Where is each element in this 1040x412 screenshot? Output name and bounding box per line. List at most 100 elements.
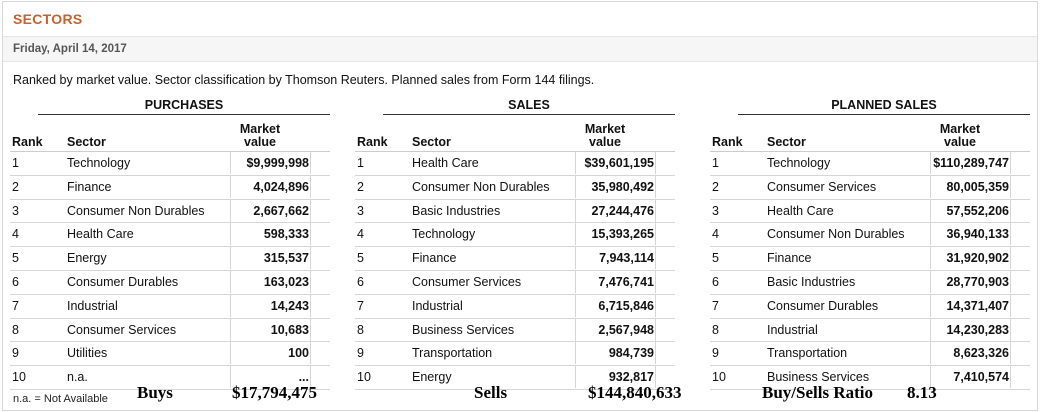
table-row: 8 Consumer Services 10,683: [10, 318, 330, 343]
row-spacer: [1010, 270, 1031, 293]
table-row: 4 Consumer Non Durables 36,940,133: [710, 223, 1031, 248]
sector-cell: Health Care: [67, 227, 134, 242]
market-value-header-line2: value: [244, 135, 276, 149]
market-value-cell: 7,410,574: [930, 366, 1011, 389]
sector-cell: Consumer Non Durables: [412, 179, 550, 194]
row-spacer: [310, 270, 331, 293]
table-row: 10 Energy 932,817: [355, 366, 675, 390]
rank-cell: 1: [357, 156, 364, 170]
rank-cell: 5: [357, 251, 364, 266]
sector-cell: Transportation: [767, 346, 848, 361]
market-value-cell: 6,715,846: [575, 294, 656, 317]
market-value-cell: 598,333: [230, 223, 311, 246]
rank-cell: 6: [357, 274, 364, 289]
sector-cell: Energy: [67, 251, 107, 266]
ratio-label: Buy/Sells Ratio: [762, 383, 873, 402]
rank-cell: 10: [357, 370, 371, 385]
rank-column-header: Rank: [357, 135, 388, 149]
row-spacer: [655, 247, 676, 270]
row-spacer: [310, 342, 331, 365]
rank-cell: 9: [12, 346, 19, 361]
market-value-column-header: Market value: [565, 123, 645, 149]
row-spacer: [1010, 366, 1031, 389]
market-value-header-line2: value: [589, 135, 621, 149]
table-row: 1 Health Care $39,601,195: [355, 152, 675, 176]
rank-cell: 3: [12, 203, 19, 218]
rank-cell: 8: [712, 322, 719, 337]
sector-cell: Consumer Services: [767, 179, 877, 194]
market-value-cell: 2,667,662: [230, 199, 311, 222]
table-row: 9 Utilities 100: [10, 342, 331, 367]
date-label: Friday, April 14, 2017: [3, 37, 1037, 62]
market-value-header-line2: value: [944, 135, 976, 149]
market-value-cell: 28,770,903: [930, 270, 1011, 293]
panel-header: PURCHASES: [38, 96, 330, 115]
sector-cell: Basic Industries: [412, 203, 501, 218]
sector-cell: Technology: [412, 227, 476, 242]
market-value-cell: 315,537: [230, 247, 311, 270]
row-spacer: [310, 152, 331, 174]
row-spacer: [1010, 294, 1031, 317]
rank-cell: 4: [12, 227, 19, 242]
row-spacer: [655, 294, 676, 317]
row-spacer: [655, 318, 676, 341]
row-spacer: [1010, 223, 1031, 246]
market-value-cell: 984,739: [575, 342, 656, 365]
sector-cell: Health Care: [767, 203, 834, 218]
row-spacer: [310, 294, 331, 317]
market-value-cell: 10,683: [230, 318, 311, 341]
ranking-note: Ranked by market value. Sector classific…: [13, 73, 595, 87]
market-value-cell: 27,244,476: [575, 199, 656, 222]
row-spacer: [655, 199, 676, 222]
sector-column-header: Sector: [67, 135, 106, 149]
row-spacer: [310, 366, 331, 389]
rank-cell: 4: [357, 227, 364, 242]
sector-cell: Industrial: [67, 298, 118, 313]
column-header-row: Rank Sector Market value: [10, 115, 330, 152]
sector-cell: Technology: [767, 156, 831, 170]
purchases-table: PURCHASES Rank Sector Market value 1 Tech…: [10, 96, 330, 390]
table-row: 10 Business Services 7,410,574: [710, 366, 1030, 390]
rank-cell: 7: [12, 298, 19, 313]
market-value-cell: 7,943,114: [575, 247, 656, 270]
sector-cell: Business Services: [412, 322, 515, 337]
market-value-cell: 7,476,741: [575, 270, 656, 293]
table-row: 7 Industrial 14,243: [10, 294, 331, 319]
buys-label: Buys: [137, 383, 173, 402]
sector-cell: Consumer Services: [412, 274, 522, 289]
market-value-cell: ...: [230, 366, 311, 389]
table-row: 10 n.a. ...: [10, 366, 330, 390]
table-row: 6 Consumer Services 7,476,741: [355, 270, 675, 295]
row-spacer: [1010, 247, 1031, 270]
table-row: 4 Technology 15,393,265: [355, 223, 676, 248]
row-spacer: [1010, 152, 1031, 174]
row-spacer: [310, 223, 331, 246]
row-spacer: [1010, 342, 1031, 365]
sector-cell: Transportation: [412, 346, 493, 361]
rank-cell: 5: [712, 251, 719, 266]
table-row: 8 Industrial 14,230,283: [710, 318, 1030, 343]
column-header-row: Rank Sector Market value: [710, 115, 1030, 152]
table-row: 3 Basic Industries 27,244,476: [355, 199, 676, 224]
table-row: 3 Health Care 57,552,206: [710, 199, 1030, 224]
page-title: SECTORS: [3, 2, 1037, 37]
table-row: 1 Technology $110,289,747: [710, 152, 1030, 176]
row-spacer: [655, 223, 676, 246]
rank-cell: 9: [357, 346, 364, 361]
market-value-cell: 8,623,326: [930, 342, 1011, 365]
na-note: n.a. = Not Available: [13, 393, 108, 405]
rank-cell: 2: [712, 179, 719, 194]
rank-cell: 10: [712, 370, 726, 385]
sector-cell: Basic Industries: [767, 274, 856, 289]
market-value-cell: 932,817: [575, 366, 656, 389]
row-spacer: [655, 366, 676, 389]
table-row: 6 Consumer Durables 163,023: [10, 270, 331, 295]
market-value-cell: 14,243: [230, 294, 311, 317]
sector-cell: Consumer Non Durables: [67, 203, 205, 218]
market-value-cell: $9,999,998: [230, 152, 311, 174]
sector-column-header: Sector: [412, 135, 451, 149]
rank-cell: 1: [712, 156, 719, 170]
rank-cell: 1: [12, 156, 19, 170]
planned-sales-table: PLANNED SALES Rank Sector Market value 1 …: [710, 96, 1030, 390]
